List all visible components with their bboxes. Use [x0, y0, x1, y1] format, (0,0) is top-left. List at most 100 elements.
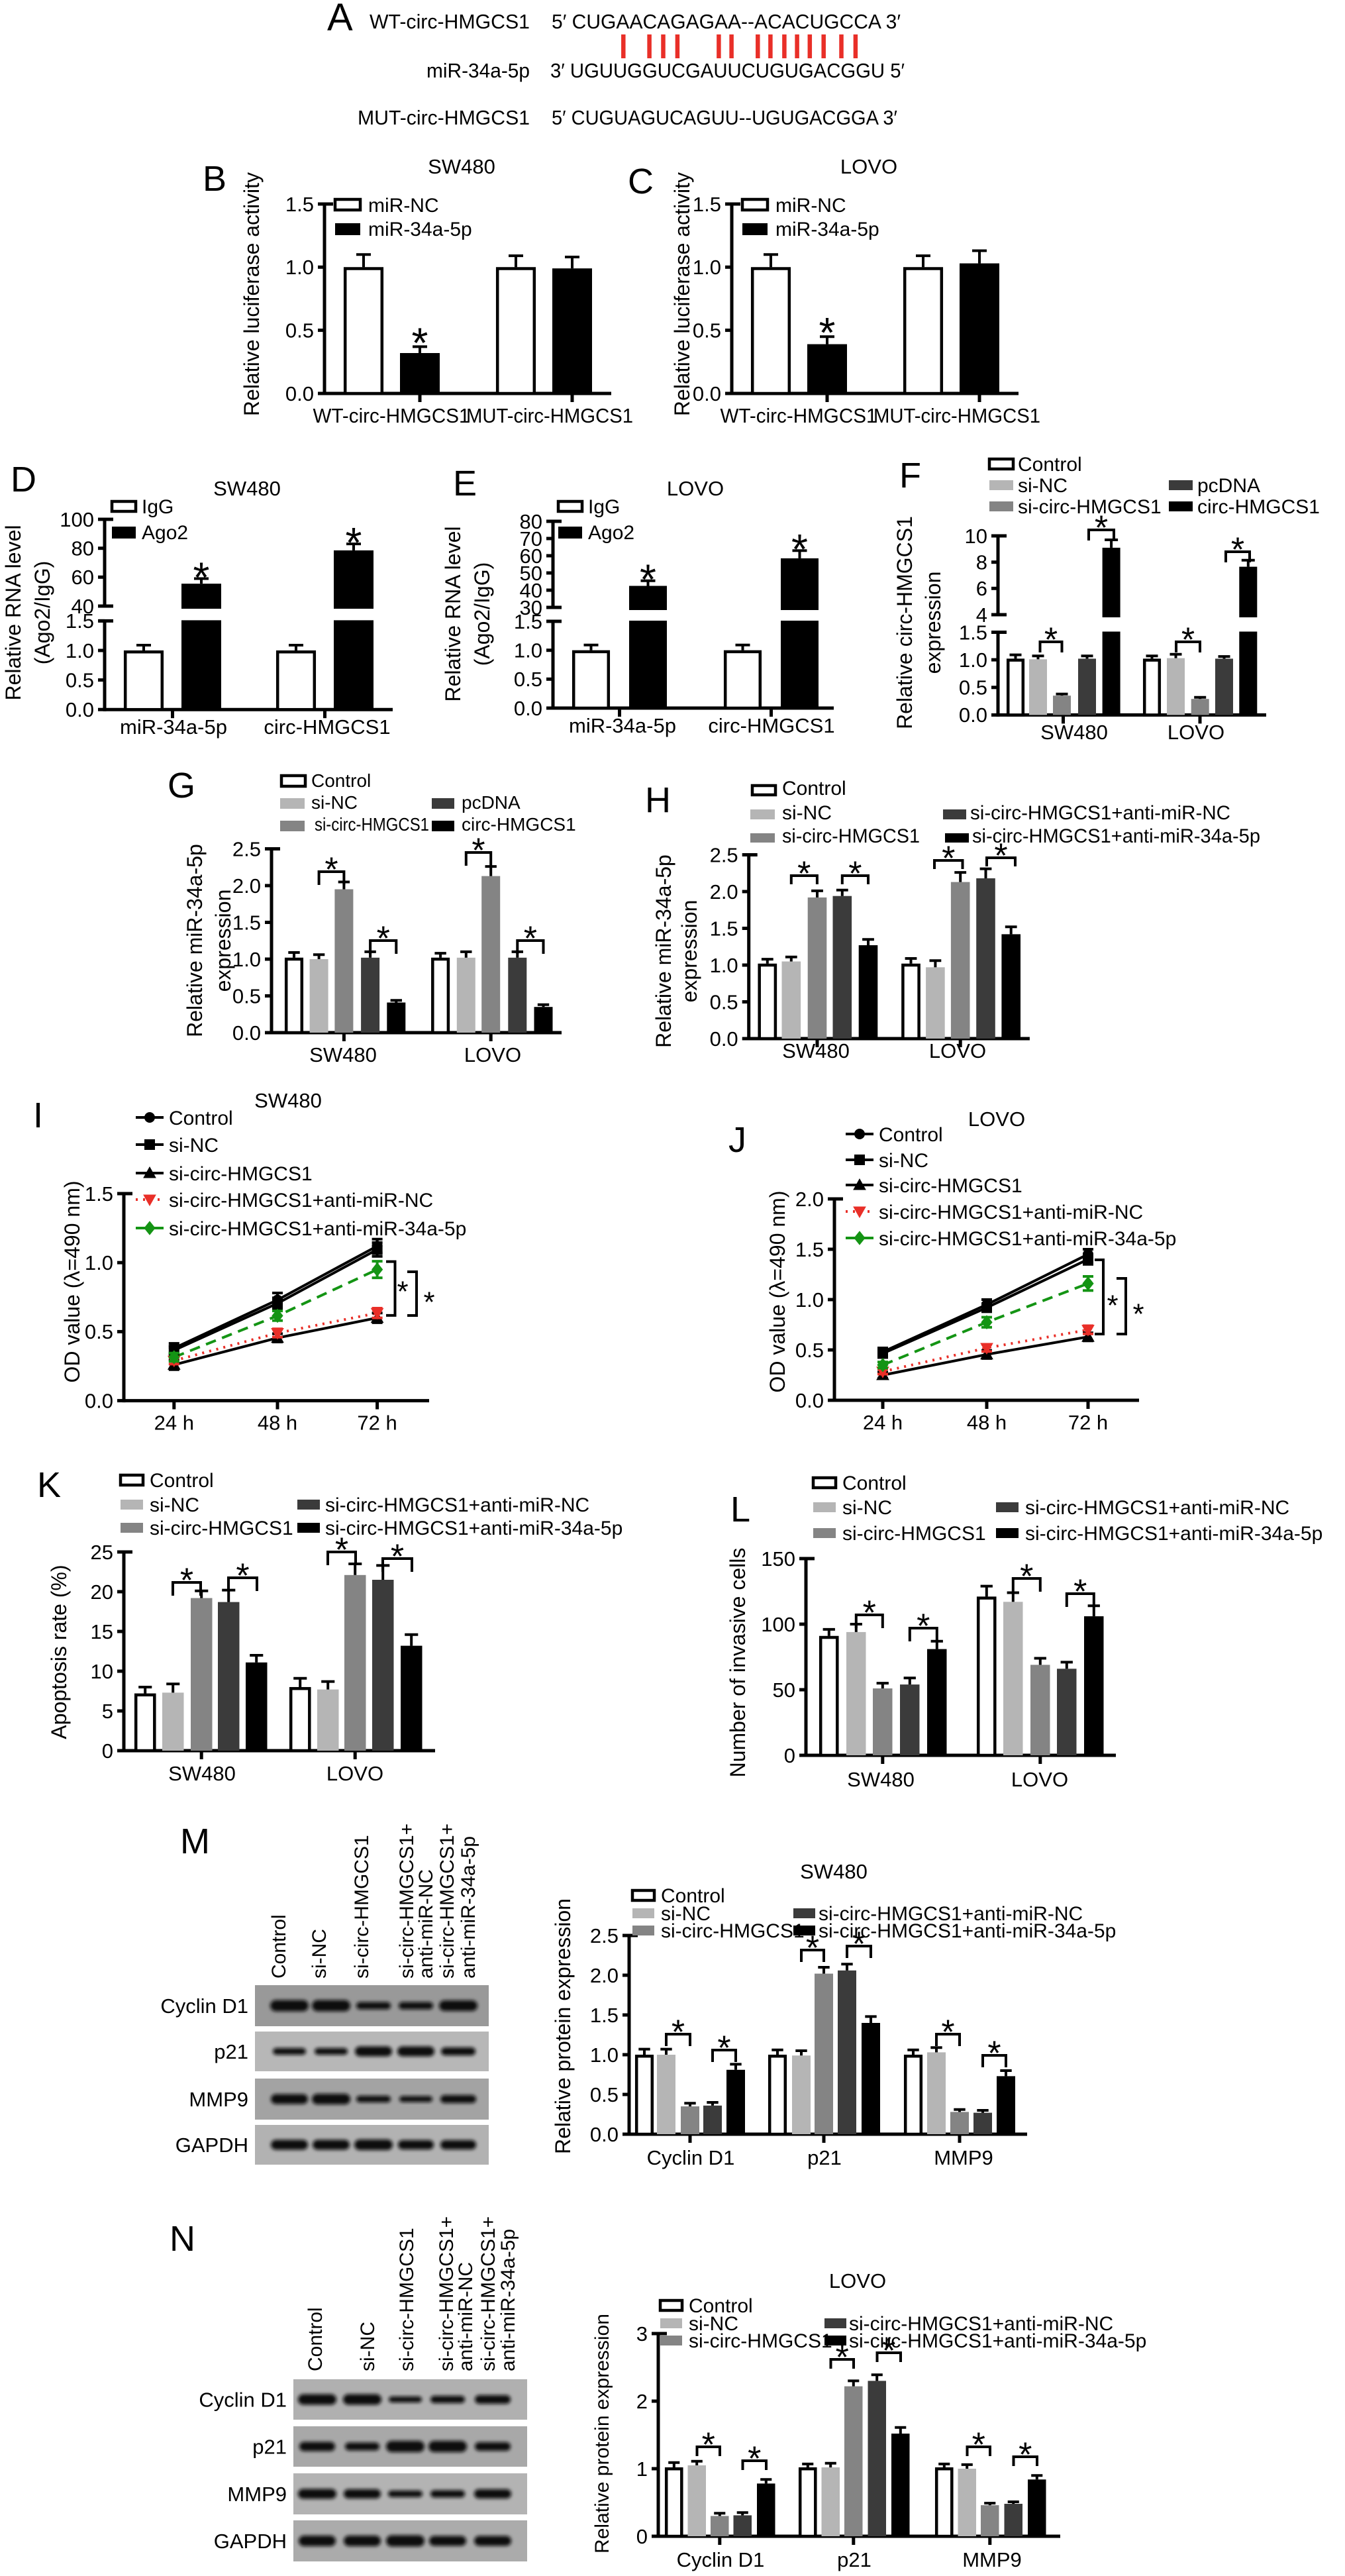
svg-text:si-circ-HMGCS1: si-circ-HMGCS1 — [150, 1518, 293, 1539]
svg-text:LOVO: LOVO — [829, 2269, 886, 2293]
svg-text:72 h: 72 h — [1068, 1411, 1108, 1434]
svg-text:*: * — [1181, 621, 1195, 660]
svg-text:si-circ-HMGCS1+anti-miR-34a-5p: si-circ-HMGCS1+anti-miR-34a-5p — [169, 1218, 466, 1240]
svg-text:IgG: IgG — [142, 496, 174, 518]
svg-text:0.0: 0.0 — [514, 697, 542, 720]
svg-text:*: * — [1019, 2436, 1032, 2475]
svg-text:H: H — [645, 780, 671, 820]
svg-text:Control: Control — [311, 770, 371, 791]
svg-text:1.0: 1.0 — [66, 639, 94, 662]
svg-text:WT-circ-HMGCS1: WT-circ-HMGCS1 — [370, 10, 530, 33]
svg-text:50: 50 — [520, 562, 542, 585]
svg-text:0.0: 0.0 — [710, 1027, 738, 1051]
svg-text:*: * — [994, 837, 1007, 876]
svg-text:*: * — [848, 855, 862, 894]
svg-text:A: A — [327, 0, 353, 39]
svg-text:0.0: 0.0 — [590, 2123, 619, 2146]
svg-text:2.0: 2.0 — [795, 1188, 824, 1211]
svg-text:*: * — [791, 525, 808, 573]
svg-text:0: 0 — [102, 1739, 113, 1763]
svg-text:si-circ-HMGCS1+anti-miR-34a-5p: si-circ-HMGCS1+anti-miR-34a-5p — [849, 2330, 1146, 2352]
svg-text:si-circ-HMGCS1: si-circ-HMGCS1 — [351, 1835, 373, 1979]
svg-text:(Ago2/IgG): (Ago2/IgG) — [470, 562, 494, 666]
svg-text:25: 25 — [91, 1541, 113, 1564]
svg-text:80: 80 — [72, 537, 94, 560]
svg-text:si-NC: si-NC — [311, 792, 358, 813]
svg-text:*: * — [1107, 1289, 1118, 1321]
svg-text:Control: Control — [879, 1124, 943, 1146]
svg-text:1.5: 1.5 — [693, 193, 721, 216]
svg-text:60: 60 — [520, 544, 542, 568]
svg-text:*: * — [640, 556, 656, 603]
svg-text:si-NC: si-NC — [150, 1494, 199, 1516]
svg-text:1.5: 1.5 — [285, 193, 314, 216]
svg-text:(Ago2/IgG): (Ago2/IgG) — [30, 561, 54, 665]
svg-text:WT-circ-HMGCS1: WT-circ-HMGCS1 — [313, 404, 470, 427]
svg-text:si-circ-HMGCS1+anti-miR-34a-5p: si-circ-HMGCS1+anti-miR-34a-5p — [972, 825, 1260, 847]
svg-text:*: * — [972, 2426, 985, 2465]
svg-text:*: * — [193, 553, 210, 601]
svg-text:si-circ-HMGCS1+: si-circ-HMGCS1+ — [396, 1824, 418, 1979]
svg-text:0.0: 0.0 — [285, 382, 314, 405]
svg-text:1.0: 1.0 — [795, 1288, 824, 1312]
svg-text:LOVO: LOVO — [1168, 721, 1224, 744]
svg-text:*: * — [987, 2035, 1001, 2073]
svg-text:F: F — [899, 456, 921, 495]
svg-text:0.0: 0.0 — [959, 703, 987, 727]
svg-text:0.0: 0.0 — [795, 1389, 824, 1412]
svg-text:*: * — [1044, 621, 1058, 660]
svg-text:1.0: 1.0 — [514, 639, 542, 662]
svg-text:6: 6 — [976, 577, 987, 600]
svg-text:0: 0 — [636, 2525, 648, 2548]
svg-text:IgG: IgG — [588, 496, 620, 518]
svg-text:miR-34a-5p: miR-34a-5p — [775, 219, 879, 240]
svg-text:circ-HMGCS1: circ-HMGCS1 — [462, 814, 576, 835]
svg-text:si-circ-HMGCS1: si-circ-HMGCS1 — [1018, 496, 1162, 518]
svg-text:miR-34a-5p: miR-34a-5p — [569, 714, 676, 737]
svg-text:1.0: 1.0 — [710, 954, 738, 977]
svg-text:0: 0 — [784, 1744, 795, 1767]
svg-text:MMP9: MMP9 — [189, 2088, 248, 2111]
svg-text:40: 40 — [72, 595, 94, 618]
svg-text:LOVO: LOVO — [326, 1762, 383, 1785]
svg-text:Cyclin D1: Cyclin D1 — [199, 2389, 287, 2412]
svg-text:*: * — [1231, 531, 1244, 570]
svg-text:miR-34a-5p: miR-34a-5p — [368, 219, 472, 240]
svg-text:Relative miR-34a-5p: Relative miR-34a-5p — [652, 854, 675, 1048]
svg-text:100: 100 — [761, 1613, 795, 1636]
svg-text:*: * — [236, 1557, 249, 1596]
svg-text:anti-miR-34a-5p: anti-miR-34a-5p — [458, 1836, 479, 1979]
svg-text:Control: Control — [842, 1472, 907, 1494]
svg-text:miR-34a-5p: miR-34a-5p — [426, 59, 530, 82]
svg-text:Cyclin D1: Cyclin D1 — [677, 2548, 765, 2571]
svg-text:Control: Control — [150, 1470, 214, 1492]
svg-text:*: * — [1020, 1558, 1033, 1596]
svg-text:*: * — [472, 832, 485, 870]
svg-text:SW480: SW480 — [309, 1043, 377, 1066]
svg-text:1.5: 1.5 — [795, 1238, 824, 1261]
svg-text:1.5: 1.5 — [590, 2004, 619, 2027]
svg-text:72 h: 72 h — [357, 1412, 397, 1435]
svg-text:si-circ-HMGCS1+: si-circ-HMGCS1+ — [477, 2216, 499, 2371]
svg-text:si-NC: si-NC — [842, 1497, 892, 1519]
svg-text:si-circ-HMGCS1+: si-circ-HMGCS1+ — [436, 2216, 458, 2371]
svg-text:0.5: 0.5 — [590, 2083, 619, 2106]
svg-text:0.5: 0.5 — [285, 319, 314, 342]
svg-text:Relative luciferase activity: Relative luciferase activity — [240, 172, 264, 416]
svg-text:Relative luciferase activity: Relative luciferase activity — [670, 172, 694, 416]
svg-text:1.5: 1.5 — [959, 621, 987, 644]
svg-text:1.0: 1.0 — [232, 948, 261, 971]
svg-text:Number of invasive cells: Number of invasive cells — [726, 1548, 750, 1778]
svg-text:*: * — [335, 1531, 348, 1570]
svg-text:SW480: SW480 — [782, 1039, 850, 1062]
svg-text:*: * — [672, 2014, 685, 2052]
svg-text:*: * — [748, 2440, 761, 2479]
svg-text:si-NC: si-NC — [879, 1150, 928, 1172]
svg-text:1.5: 1.5 — [710, 917, 738, 940]
svg-text:Control: Control — [661, 1885, 725, 1907]
svg-text:L: L — [730, 1490, 750, 1529]
svg-text:MMP9: MMP9 — [227, 2483, 287, 2506]
svg-text:si-circ-HMGCS1+anti-miR-34a-5p: si-circ-HMGCS1+anti-miR-34a-5p — [879, 1228, 1176, 1250]
svg-text:3′ UGUUGGUCGAUUCUGUGACGGU 5′: 3′ UGUUGGUCGAUUCUGUGACGGU 5′ — [550, 59, 905, 82]
svg-text:*: * — [702, 2426, 715, 2465]
